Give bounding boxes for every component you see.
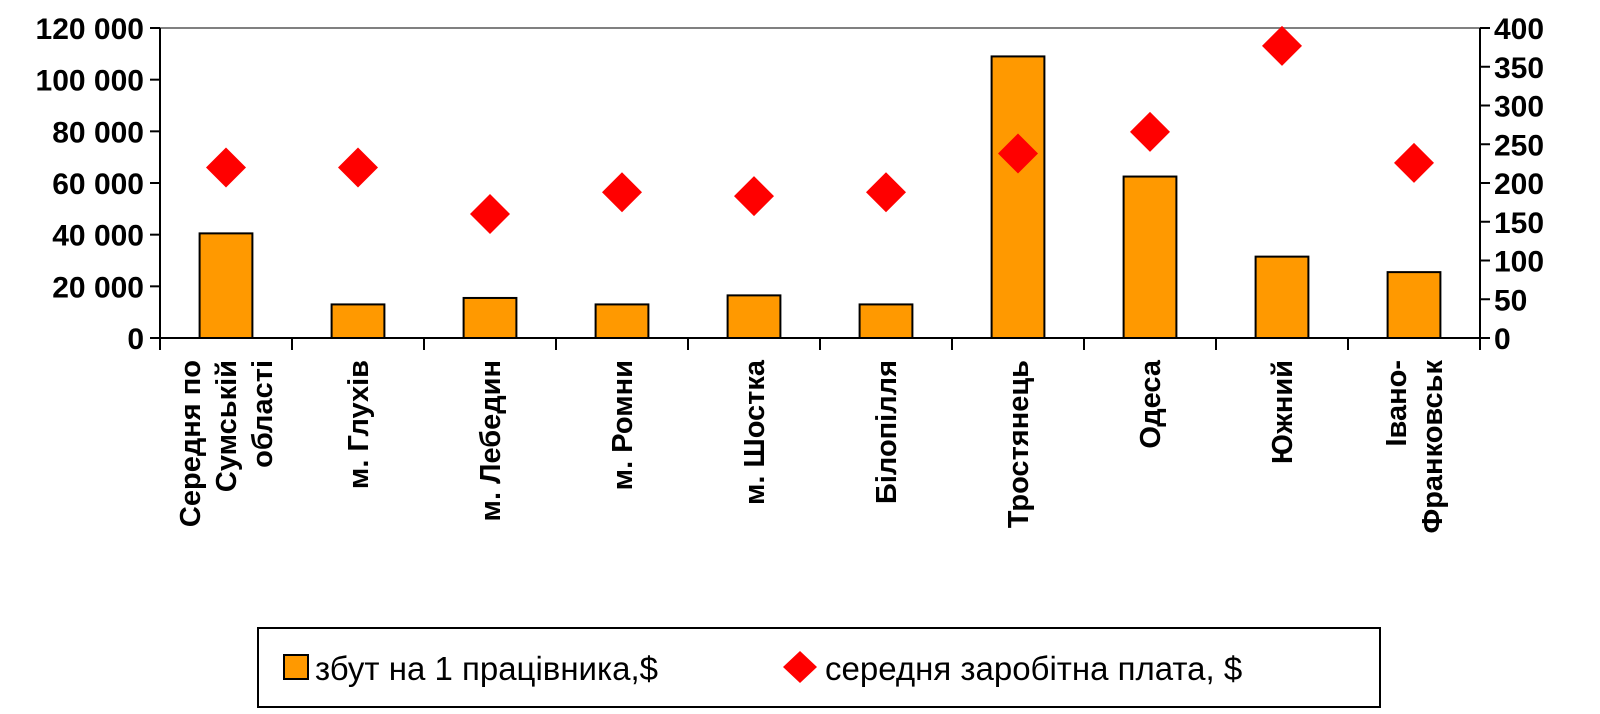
bar (462, 296, 518, 340)
category-label-line: Білопілля (871, 360, 903, 504)
bar (198, 232, 254, 339)
bar (858, 303, 914, 339)
category-label-line: Одеса (1135, 359, 1167, 448)
category-label: м. Ромни (607, 360, 639, 490)
category-label: Середня по Сумській області (175, 360, 279, 527)
diamond-point (1130, 111, 1170, 152)
category-label-line: м. Ромни (607, 360, 639, 490)
left-tick-label: 20 000 (52, 271, 144, 304)
right-y-axis: 0 50 100 150 200 250 300 350 400 (1479, 13, 1544, 356)
right-tick-label: 200 (1494, 168, 1544, 201)
category-label: Івано- Франковськ (1381, 360, 1449, 534)
category-label: м. Глухів (343, 360, 375, 489)
bar (1122, 175, 1178, 339)
diamond-point (470, 194, 510, 234)
category-label: Южний (1267, 360, 1299, 464)
legend-box (257, 627, 1381, 708)
bar (1386, 271, 1442, 339)
diamond-point (998, 133, 1038, 174)
category-label-line: Сумській (211, 360, 243, 492)
category-label-line: Середня по (175, 360, 207, 527)
right-tick-label: 100 (1494, 246, 1544, 279)
bar (594, 303, 650, 339)
left-tick-label: 60 000 (52, 168, 144, 201)
legend: збут на 1 працівника,$ середня заробітна… (257, 627, 1381, 708)
category-label-line: м. Шостка (739, 359, 771, 505)
left-y-axis: 0 20 000 40 000 60 000 80 000 100 000 120 000 (36, 13, 161, 356)
right-tick-label: 350 (1494, 52, 1544, 85)
diamond-point (1394, 142, 1434, 183)
bar (726, 294, 782, 339)
diamond-point (338, 147, 378, 188)
category-label: Одеса (1135, 359, 1167, 448)
right-tick-label: 250 (1494, 129, 1544, 162)
left-tick-label: 80 000 (52, 116, 144, 149)
category-label: м. Шостка (739, 359, 771, 505)
legend-bar-label: збут на 1 працівника,$ (315, 650, 658, 687)
right-tick-label: 50 (1494, 284, 1527, 317)
category-label-line: Франковськ (1417, 360, 1449, 534)
category-label-line: Івано- (1381, 360, 1413, 447)
plot-area (160, 25, 1480, 340)
diamond-point (866, 172, 906, 213)
category-label-line: м. Глухів (343, 360, 375, 489)
legend-scatter-label: середня заробітна плата, $ (825, 650, 1242, 687)
right-tick-label: 300 (1494, 91, 1544, 124)
diamond-point (1262, 25, 1302, 66)
category-label: Тростянець (1003, 360, 1035, 528)
left-tick-label: 40 000 (52, 220, 144, 253)
diamond-point (602, 172, 642, 213)
category-label-line: Южний (1267, 360, 1299, 464)
bar (990, 55, 1046, 340)
category-label-line: Тростянець (1003, 360, 1035, 528)
left-tick-label: 120 000 (36, 13, 144, 46)
legend-diamond-swatch (783, 651, 817, 683)
category-label-line: м. Лебедин (475, 360, 507, 521)
right-tick-label: 400 (1494, 13, 1544, 46)
bar (1254, 255, 1310, 339)
diamond-point (206, 147, 246, 188)
x-axis: Середня по Сумській області м. Глухів м. Леб… (159, 337, 1481, 534)
legend-bar-swatch (283, 654, 309, 680)
right-tick-label: 0 (1494, 323, 1511, 356)
category-label-line: області (247, 360, 279, 468)
diamond-point (734, 176, 774, 217)
left-tick-label: 0 (127, 323, 144, 356)
category-label: м. Лебедин (475, 360, 507, 521)
bar (330, 303, 386, 339)
category-label: Білопілля (871, 360, 903, 504)
left-tick-label: 100 000 (36, 65, 144, 98)
right-tick-label: 150 (1494, 207, 1544, 240)
